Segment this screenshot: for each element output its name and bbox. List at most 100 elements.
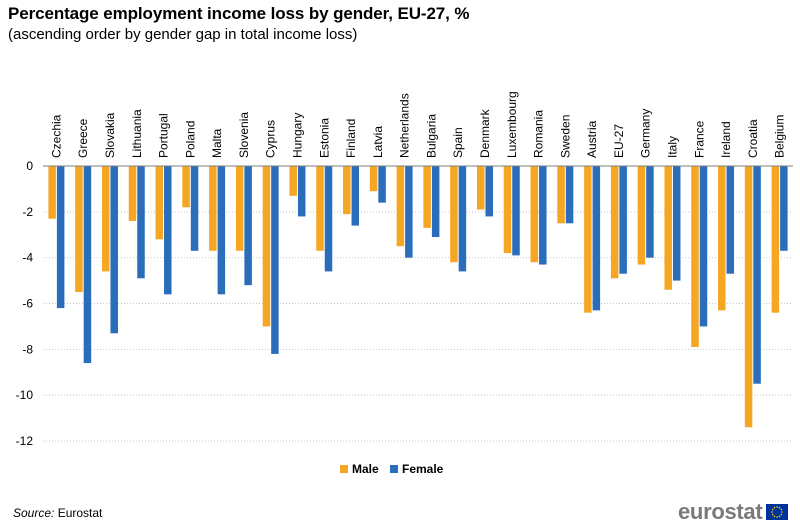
y-tick-label: -8: [22, 342, 33, 356]
male-bar-poland: [182, 166, 190, 208]
male-bar-finland: [343, 166, 351, 215]
female-bar-france: [699, 166, 708, 327]
female-bar-croatia: [753, 166, 761, 384]
x-category-label: Denmark: [478, 108, 492, 158]
male-bar-germany: [637, 166, 646, 265]
female-bar-hungary: [297, 166, 306, 217]
male-bar-estonia: [316, 166, 324, 251]
female-bar-cyprus: [271, 166, 279, 354]
female-bar-ireland: [726, 166, 735, 274]
eu-flag-icon: [766, 504, 789, 520]
male-bar-denmark: [476, 166, 485, 210]
logo-wordmark: eurostat: [678, 499, 763, 524]
source-label: Source:: [13, 506, 55, 520]
x-category-label: Netherlands: [398, 93, 412, 158]
legend-male-swatch: [340, 465, 348, 473]
female-bar-spain: [458, 166, 467, 272]
x-category-label: Czechia: [49, 114, 63, 158]
female-bar-germany: [646, 166, 654, 258]
x-category-label: Hungary: [290, 113, 304, 158]
x-category-label: Latvia: [371, 126, 385, 158]
x-category-label: Lithuania: [130, 109, 144, 158]
legend-female-label: Female: [402, 462, 444, 476]
y-tick-label: 0: [26, 159, 33, 173]
chart-title: Percentage employment income loss by gen…: [8, 4, 470, 23]
x-category-label: Croatia: [746, 119, 760, 158]
female-bar-latvia: [378, 166, 386, 203]
male-bar-spain: [450, 166, 458, 263]
bars: [48, 166, 788, 428]
female-bar-poland: [190, 166, 199, 251]
legend: Male Female: [340, 462, 444, 476]
axes: 0 -2 -4 -6 -8 -10 -12 Czechia Greece Slovakia Lith…: [16, 91, 793, 448]
male-bar-luxembourg: [503, 166, 512, 254]
x-category-label: Bulgaria: [424, 114, 438, 158]
male-bar-cyprus: [262, 166, 271, 327]
female-bar-italy: [672, 166, 681, 281]
female-bar-czechia: [56, 166, 65, 309]
x-category-label: Greece: [76, 118, 90, 158]
male-bar-italy: [664, 166, 672, 290]
female-bar-finland: [351, 166, 360, 226]
male-bar-netherlands: [396, 166, 405, 247]
x-category-label: Spain: [451, 127, 465, 158]
x-category-label: Austria: [585, 120, 599, 158]
x-category-label: Belgium: [773, 115, 787, 158]
x-category-label: Slovenia: [237, 112, 251, 158]
x-category-label: Romania: [532, 110, 546, 158]
male-bar-slovakia: [101, 166, 110, 272]
male-bar-hungary: [289, 166, 297, 196]
y-tick-label: -4: [22, 251, 33, 265]
female-bar-estonia: [324, 166, 333, 272]
male-bar-romania: [530, 166, 539, 263]
x-category-label: France: [692, 120, 706, 158]
x-category-label: Germany: [639, 109, 653, 158]
male-bar-austria: [584, 166, 592, 313]
male-bar-france: [691, 166, 699, 348]
y-tick-label: -6: [22, 297, 33, 311]
male-bar-ireland: [718, 166, 726, 311]
eurostat-logo: eurostat: [678, 499, 789, 525]
female-bar-eu-27: [619, 166, 627, 274]
female-bar-romania: [539, 166, 547, 265]
male-bar-greece: [75, 166, 83, 293]
legend-female-swatch: [390, 465, 398, 473]
male-bar-eu-27: [610, 166, 619, 279]
male-bar-slovenia: [235, 166, 244, 251]
male-bar-lithuania: [128, 166, 137, 221]
chart-subtitle: (ascending order by gender gap in total …: [8, 26, 358, 43]
x-category-label: Ireland: [719, 121, 733, 158]
female-bar-austria: [592, 166, 601, 311]
male-bar-czechia: [48, 166, 56, 219]
female-bar-belgium: [780, 166, 788, 251]
male-bar-malta: [209, 166, 217, 251]
male-bar-bulgaria: [423, 166, 431, 228]
x-category-label: Cyprus: [264, 120, 278, 158]
female-bar-sweden: [565, 166, 574, 224]
male-bar-sweden: [557, 166, 565, 224]
x-category-label: Finland: [344, 119, 358, 158]
female-bar-slovenia: [244, 166, 252, 286]
x-category-label: Poland: [183, 121, 197, 158]
female-bar-portugal: [164, 166, 172, 295]
legend-male-label: Male: [352, 462, 379, 476]
male-bar-portugal: [155, 166, 164, 240]
male-bar-croatia: [744, 166, 753, 428]
source-value: Eurostat: [57, 506, 103, 520]
male-bar-latvia: [369, 166, 378, 192]
x-category-label: EU-27: [612, 124, 626, 158]
source-note: Source: Eurostat: [13, 506, 102, 520]
y-tick-label: -12: [16, 434, 34, 448]
female-bar-malta: [217, 166, 226, 295]
female-bar-denmark: [485, 166, 493, 217]
x-category-label: Portugal: [157, 113, 171, 158]
y-tick-label: -2: [22, 205, 33, 219]
gridlines: [43, 211, 793, 442]
female-bar-luxembourg: [512, 166, 520, 256]
female-bar-netherlands: [405, 166, 413, 258]
female-bar-bulgaria: [431, 166, 440, 238]
female-bar-slovakia: [110, 166, 118, 334]
y-tick-label: -10: [16, 388, 34, 402]
x-category-label: Slovakia: [103, 112, 117, 158]
